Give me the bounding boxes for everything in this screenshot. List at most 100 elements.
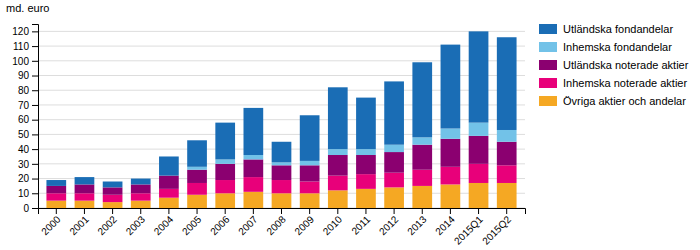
bar — [300, 161, 320, 165]
bar — [243, 159, 263, 177]
bar — [215, 123, 235, 160]
x-tick-mark — [168, 208, 169, 214]
bar — [384, 145, 404, 152]
legend-item: Utländska noterade aktier — [539, 59, 689, 71]
bar — [215, 164, 235, 180]
y-tick-label: 110 — [13, 41, 29, 52]
bar — [300, 115, 320, 161]
x-tick-mark — [309, 208, 310, 214]
bar — [272, 165, 292, 180]
x-tick-mark — [112, 208, 113, 214]
x-tick-label: 2001 — [67, 213, 91, 237]
y-tick: 50 — [18, 129, 38, 140]
y-tick-mark — [32, 193, 38, 194]
bar — [497, 37, 517, 130]
x-tick-label: 2012 — [377, 213, 401, 237]
y-tick-label: 0 — [23, 203, 29, 214]
x-tick-label: 2015Q1 — [452, 213, 485, 246]
bar — [328, 190, 348, 208]
y-tick: 110 — [13, 41, 38, 52]
bar — [131, 193, 151, 200]
x-tick-label: 2010 — [321, 213, 345, 237]
x-tick: 2008 — [264, 208, 288, 237]
bar — [497, 142, 517, 166]
bar — [46, 186, 66, 193]
bar — [384, 173, 404, 188]
bar — [441, 167, 461, 185]
y-tick: 20 — [18, 173, 38, 184]
grid — [38, 31, 525, 208]
x-tick-label: 2011 — [349, 213, 372, 236]
bar — [469, 123, 489, 136]
bar — [75, 177, 95, 184]
x-tick-mark — [337, 208, 338, 214]
y-tick-label: 80 — [18, 85, 30, 96]
bar — [497, 130, 517, 142]
y-tick-label: 20 — [18, 173, 30, 184]
y-axis-label: md. euro — [6, 2, 49, 14]
x-tick-label: 2008 — [264, 213, 288, 237]
chart: 0102030405060708090100110120200020012002… — [0, 0, 700, 250]
bar — [412, 170, 432, 186]
x-tick: 2011 — [349, 208, 372, 237]
x-tick-mark — [197, 208, 198, 214]
bar — [243, 177, 263, 192]
y-tick-label: 30 — [18, 159, 30, 170]
bar — [272, 162, 292, 165]
bar — [328, 176, 348, 191]
x-tick-label: 2006 — [208, 213, 232, 237]
y-tick-mark — [32, 149, 38, 150]
x-tick-label: 2015Q2 — [480, 213, 513, 246]
legend-label: Utländska noterade aktier — [563, 59, 689, 71]
x-tick-label: 2009 — [293, 213, 317, 237]
x-tick-mark — [281, 208, 282, 214]
x-tick: 2013 — [405, 208, 429, 237]
bar — [159, 189, 179, 198]
x-tick-mark — [506, 208, 507, 214]
x-tick: 2010 — [321, 208, 345, 237]
x-tick-label: 2000 — [39, 213, 63, 237]
bar — [131, 179, 151, 185]
x-tick: 2003 — [124, 208, 148, 237]
x-tick-mark — [422, 208, 423, 214]
bar — [441, 45, 461, 129]
y-tick-mark — [32, 164, 38, 165]
y-tick: 30 — [18, 159, 38, 170]
bar — [300, 193, 320, 208]
x-tick: 2012 — [377, 208, 401, 237]
grid-line — [38, 31, 525, 32]
x-tick-label: 2003 — [124, 213, 148, 237]
bar — [75, 184, 95, 193]
bar — [187, 140, 207, 166]
bar — [384, 81, 404, 144]
bar — [412, 137, 432, 144]
bar — [159, 156, 179, 175]
x-tick-label: 2004 — [152, 213, 176, 237]
bar — [272, 193, 292, 208]
y-tick-mark — [32, 46, 38, 47]
bar — [300, 165, 320, 181]
y-tick-mark — [32, 31, 38, 32]
bar — [441, 129, 461, 139]
bar — [469, 164, 489, 183]
y-tick-mark — [32, 105, 38, 106]
bar — [497, 165, 517, 183]
bar — [75, 193, 95, 200]
bar — [328, 87, 348, 149]
legend-swatch — [539, 60, 557, 70]
x-tick: 2009 — [293, 208, 317, 237]
legend-swatch — [539, 96, 557, 106]
y-tick-mark — [32, 134, 38, 135]
y-tick: 100 — [12, 56, 38, 67]
y-tick: 10 — [18, 188, 38, 199]
y-tick: 80 — [18, 85, 38, 96]
bar — [103, 195, 123, 202]
legend-swatch — [539, 24, 557, 34]
bar — [356, 189, 376, 208]
bar-series — [46, 31, 516, 187]
x-tick: 2001 — [67, 208, 91, 237]
legend-label: Utländska fondandelar — [563, 23, 673, 35]
x-tick: 2015Q2 — [480, 208, 513, 247]
x-tick: 2006 — [208, 208, 232, 237]
bar — [103, 202, 123, 208]
